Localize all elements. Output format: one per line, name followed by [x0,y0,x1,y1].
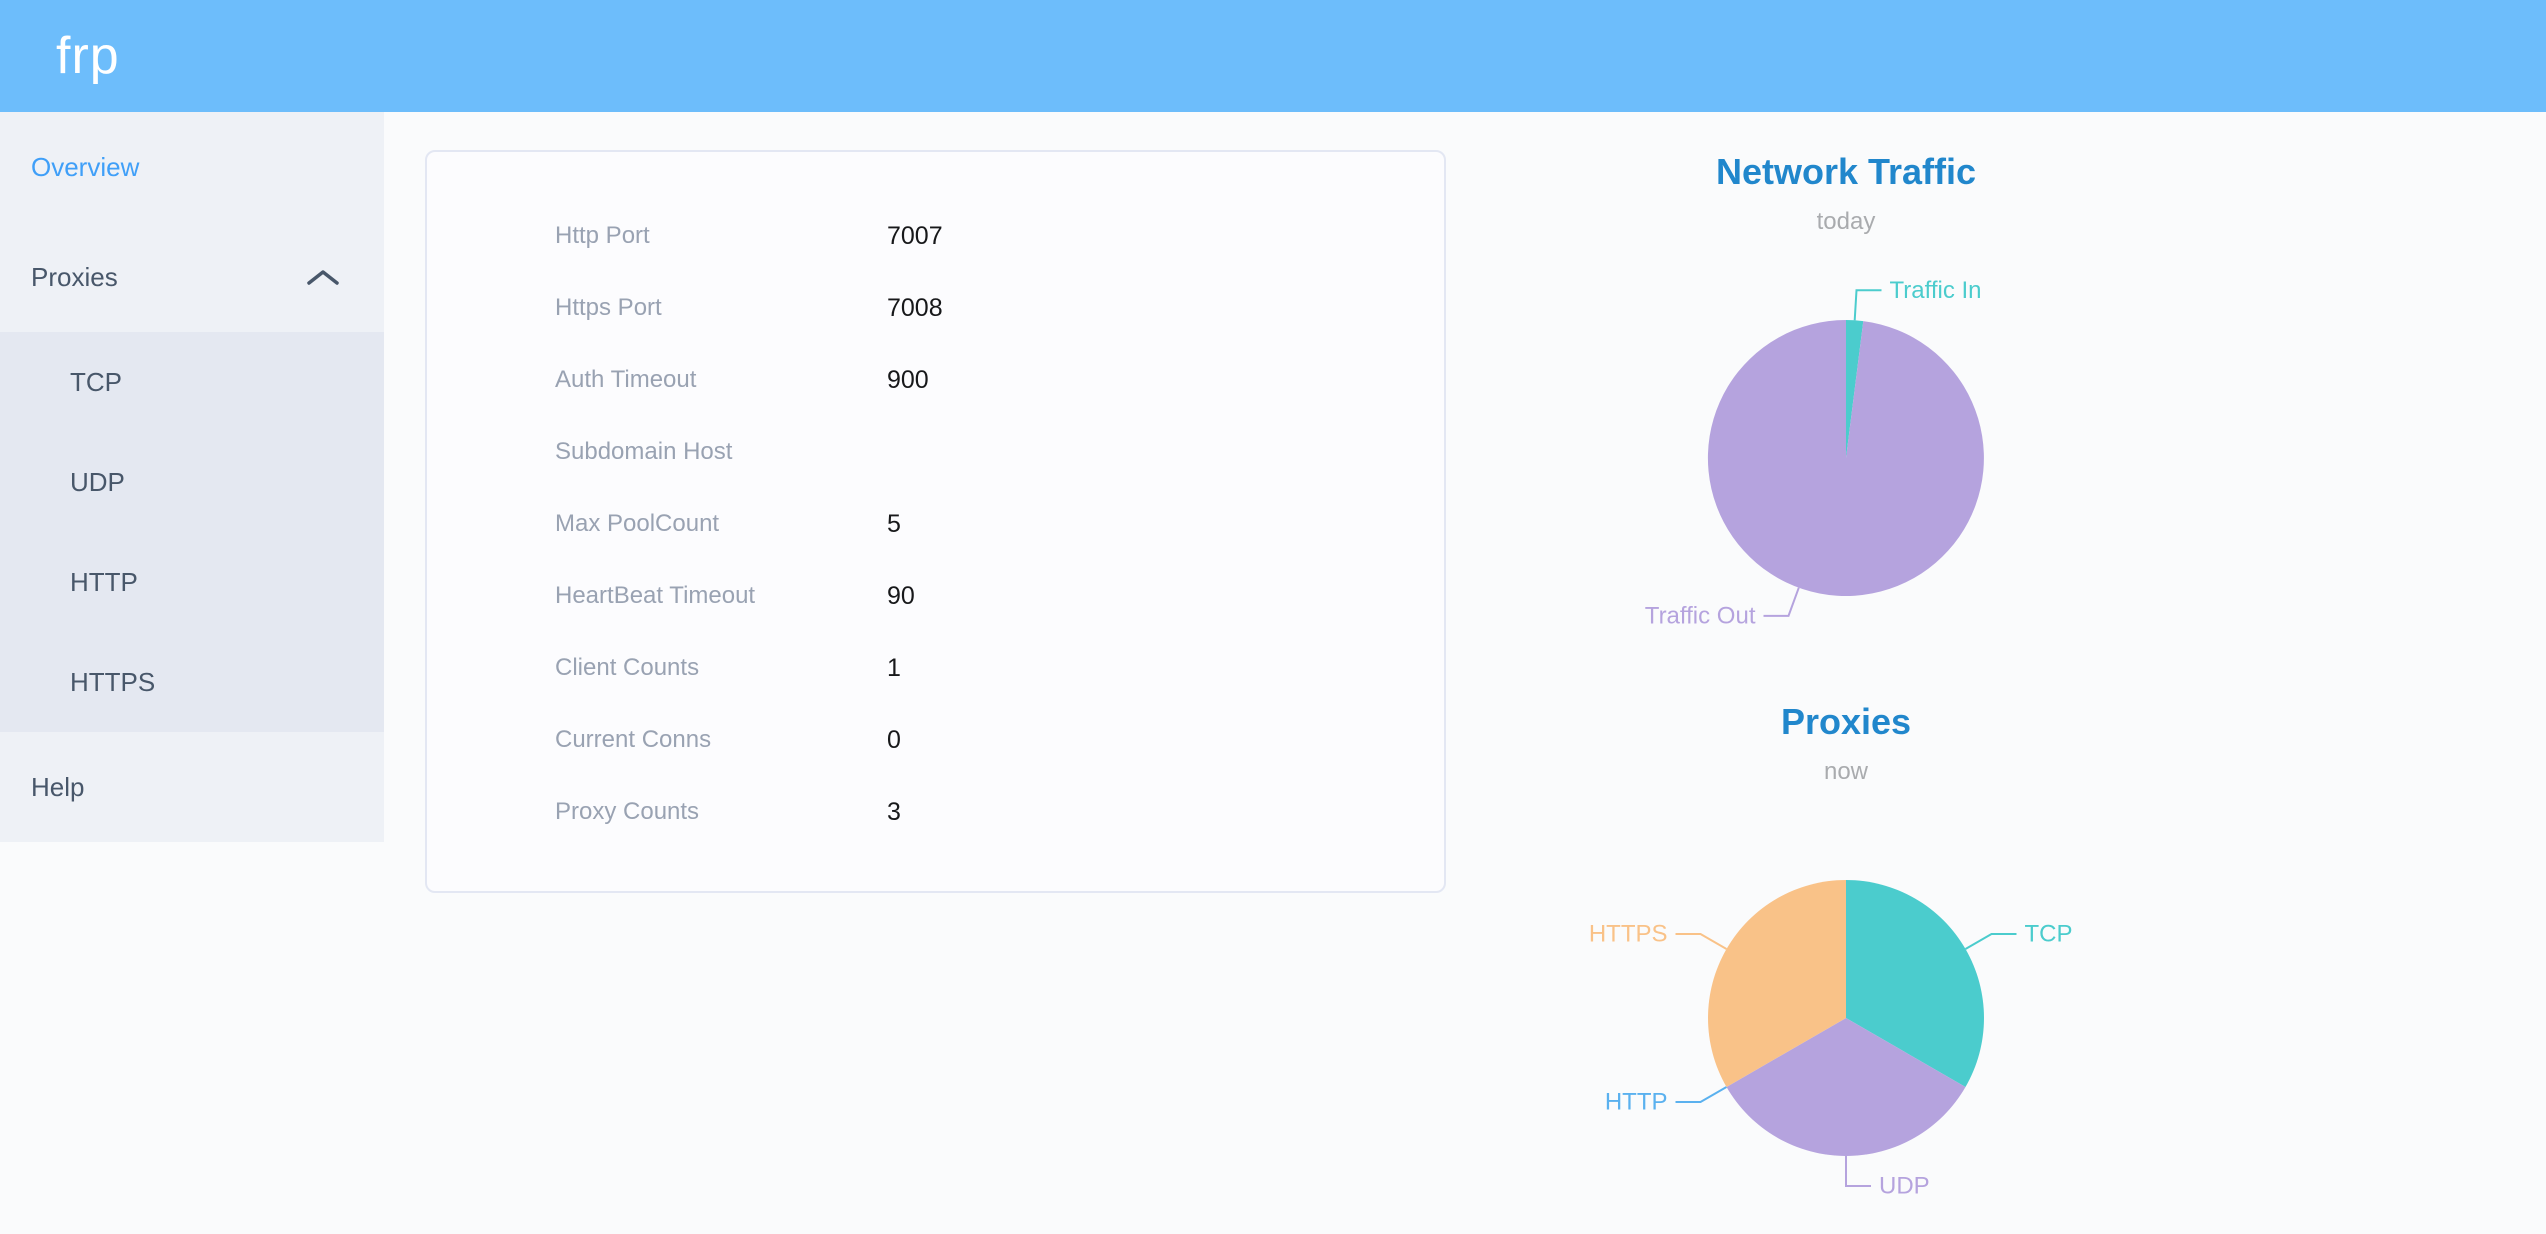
pie-label-traffic-in: Traffic In [1890,277,1982,304]
pie-slice-tcp[interactable] [1846,880,1984,1087]
pie-label-line-udp [1845,1156,1871,1187]
sidebar-item-tcp[interactable]: TCP [70,367,122,397]
info-label: Subdomain Host [555,438,733,465]
info-value: 1 [887,653,901,682]
pie-label-udp: UDP [1879,1173,1930,1200]
pie-label-http: HTTP [1605,1089,1668,1116]
app-logo: frp [56,27,120,85]
info-row-subdomain-host: Subdomain Host [555,416,1444,488]
sidebar-item-http[interactable]: HTTP [70,567,138,597]
chart-subtitle: today [1816,208,1876,235]
network-traffic-chart-header: Network Traffic today [1446,150,2246,236]
network-traffic-pie: Traffic In Traffic Out [1645,277,1984,629]
info-value: 90 [887,581,915,610]
info-row-auth-timeout: Auth Timeout 900 [555,344,1444,416]
proxies-submenu: TCP UDP HTTP HTTPS [0,332,384,732]
chart-title: Network Traffic [1715,151,1977,192]
info-row-http-port: Http Port 7007 [555,200,1444,272]
info-value: 5 [887,509,901,538]
info-label: Auth Timeout [555,366,697,393]
info-label: Https Port [555,294,662,321]
pie-slice-traffic-out[interactable] [1707,319,1984,596]
proxies-pie: TCP UDP HTTP HTTPS [1589,880,2073,1200]
info-value: 7008 [887,293,943,322]
info-label: Max PoolCount [555,510,720,537]
app-header: frp [0,0,2546,112]
info-label: HeartBeat Timeout [555,582,756,609]
info-row-client-counts: Client Counts 1 [555,632,1444,704]
sidebar-item-proxies-label: Proxies [31,262,118,292]
proxies-chart-header: Proxies now [1446,700,2246,786]
chart-subtitle: now [1823,758,1869,785]
pie-slice-https[interactable] [1708,880,1846,1087]
pie-label-line-https [1675,933,1727,950]
info-row-proxy-counts: Proxy Counts 3 [555,776,1444,848]
sidebar-item-help[interactable]: Help [31,772,85,802]
info-label: Current Conns [555,726,712,753]
server-info-card: Http Port 7007 Https Port 7008 Auth Time… [425,150,1446,893]
sidebar-item-udp[interactable]: UDP [70,467,125,497]
pie-label-tcp: TCP [2025,921,2073,948]
chevron-up-icon[interactable] [306,268,340,286]
sidebar: Overview Proxies TCP UDP HTTP HTTPS Help [0,112,384,842]
pie-label-line-traffic-in [1853,289,1882,321]
info-label: Proxy Counts [555,798,700,825]
info-row-https-port: Https Port 7008 [555,272,1444,344]
info-row-max-poolcount: Max PoolCount 5 [555,488,1444,560]
pie-label-https: HTTPS [1589,921,1668,948]
info-value: 7007 [887,221,943,250]
pie-label-line-traffic-out [1763,587,1800,617]
info-row-current-conns: Current Conns 0 [555,704,1444,776]
pie-label-line-tcp [1965,933,2017,950]
sidebar-item-proxies[interactable]: Proxies [0,222,384,332]
info-label: Http Port [555,222,650,249]
pie-slice-udp[interactable] [1726,1018,1966,1156]
info-label: Client Counts [555,654,700,681]
info-value: 0 [887,725,901,754]
info-value: 900 [887,365,929,394]
pie-label-traffic-out: Traffic Out [1645,602,1756,629]
pie-label-line-http [1675,1086,1727,1103]
pie-slice-traffic-in[interactable] [1846,320,1864,458]
chart-title: Proxies [1780,701,1912,742]
sidebar-item-overview[interactable]: Overview [31,152,140,182]
info-row-heartbeat-timeout: HeartBeat Timeout 90 [555,560,1444,632]
info-value: 3 [887,797,901,826]
sidebar-item-https[interactable]: HTTPS [70,667,156,697]
